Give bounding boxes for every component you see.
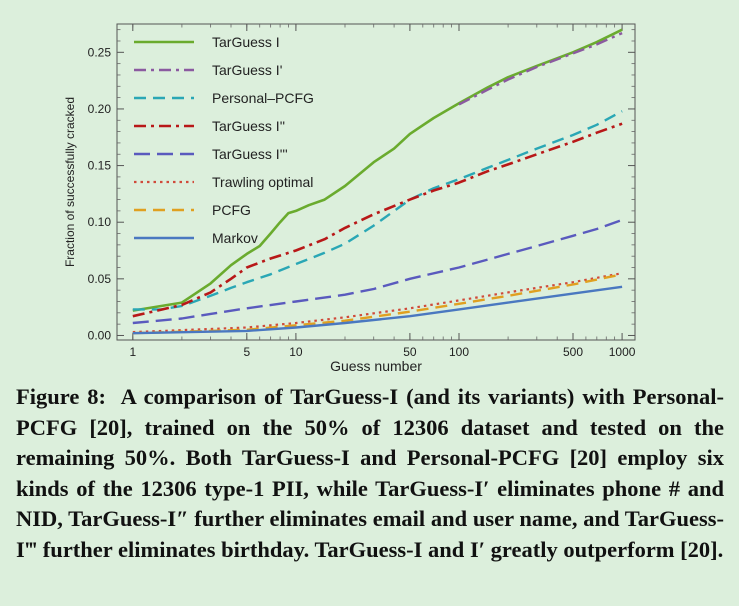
series-line bbox=[132, 272, 623, 334]
y-tick-label: 0.05 bbox=[88, 272, 112, 286]
x-tick-label: 100 bbox=[449, 345, 469, 359]
y-axis-label: Fraction of successfully cracked bbox=[63, 97, 77, 267]
legend-label: Personal–PCFG bbox=[212, 90, 314, 106]
series-line bbox=[132, 285, 623, 335]
x-tick-label: 10 bbox=[289, 345, 303, 359]
series-line bbox=[132, 110, 623, 311]
legend-label: TarGuess I' bbox=[212, 62, 282, 78]
x-tick-label: 50 bbox=[403, 345, 417, 359]
y-tick-label: 0.10 bbox=[88, 215, 112, 229]
x-tick-label: 1000 bbox=[609, 345, 636, 359]
series-line bbox=[132, 218, 623, 325]
caption-text: A comparison of TarGuess-I (and its vari… bbox=[16, 384, 724, 562]
axis-ticks: 0.00 0.05 0.10 0.15 0.20 0.25 1 5 10 50 100 500 1000 bbox=[88, 24, 636, 359]
legend-label: TarGuess I'' bbox=[212, 118, 285, 134]
x-tick-label: 500 bbox=[563, 345, 583, 359]
series-line bbox=[132, 122, 623, 318]
figure-caption: Figure 8: A comparison of TarGuess-I (an… bbox=[16, 382, 724, 565]
legend-label: TarGuess I''' bbox=[212, 146, 288, 162]
series-line bbox=[132, 28, 623, 312]
line-chart: 0.00 0.05 0.10 0.15 0.20 0.25 1 5 10 50 100 500 1000… bbox=[63, 23, 636, 374]
series-line bbox=[132, 273, 623, 335]
legend-label: Markov bbox=[212, 230, 258, 246]
x-axis-label: Guess number bbox=[330, 358, 422, 374]
y-tick-label: 0.20 bbox=[88, 102, 112, 116]
series-line bbox=[458, 32, 623, 106]
plot-frame bbox=[116, 23, 636, 341]
y-tick-label: 0.00 bbox=[88, 328, 112, 342]
y-tick-label: 0.15 bbox=[88, 159, 112, 173]
figure-number: Figure 8: bbox=[16, 384, 106, 409]
legend-label: Trawling optimal bbox=[212, 174, 313, 190]
legend: TarGuess I TarGuess I' Personal–PCFG TarGue… bbox=[134, 34, 314, 246]
series-lines bbox=[132, 28, 623, 335]
legend-label: TarGuess I bbox=[212, 34, 280, 50]
y-tick-label: 0.25 bbox=[88, 45, 112, 59]
x-tick-label: 5 bbox=[243, 345, 250, 359]
x-tick-label: 1 bbox=[129, 345, 136, 359]
legend-label: PCFG bbox=[212, 202, 251, 218]
